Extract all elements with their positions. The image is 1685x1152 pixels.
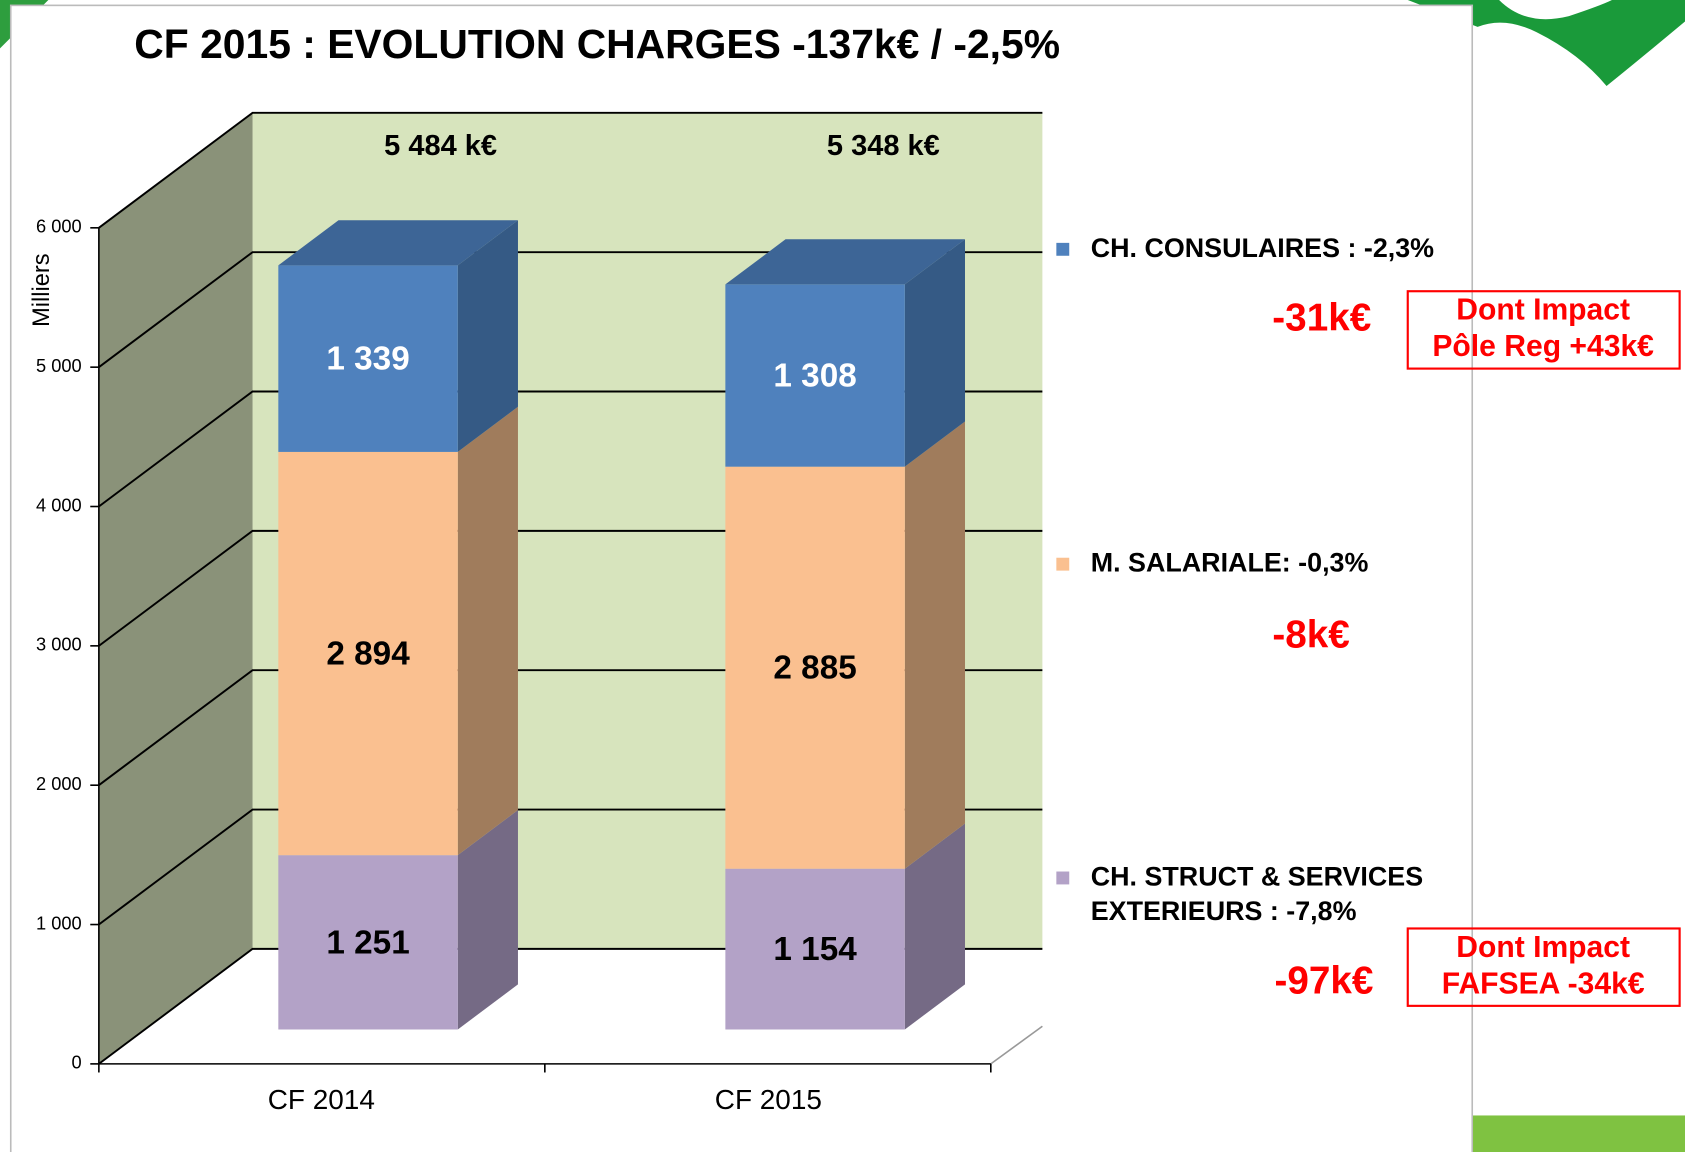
- value-label: 1 308: [773, 358, 856, 395]
- annotation: -97k€: [1274, 960, 1373, 1003]
- annotation-box-text: Dont Impact: [1456, 294, 1630, 327]
- y-tick-label: 5 000: [36, 355, 82, 376]
- value-label: 2 894: [326, 635, 410, 672]
- annotation-box-text: FAFSEA -34k€: [1442, 967, 1645, 1000]
- annotation: -8k€: [1272, 613, 1349, 656]
- legend-label: CH. STRUCT & SERVICES EXTERIEURS : -7,8%: [1090, 861, 1424, 927]
- annotation-box-text: Pôle Reg +43k€: [1432, 330, 1654, 363]
- x-tick-label: CF 2015: [715, 1084, 822, 1115]
- y-tick-label: 4 000: [36, 494, 82, 515]
- y-tick-label: 0: [72, 1052, 82, 1073]
- bar: [725, 868, 905, 1030]
- x-tick-label: CF 2014: [268, 1084, 375, 1115]
- bar-side: [457, 220, 518, 452]
- bar-side: [904, 823, 966, 1030]
- bar-side: [457, 406, 518, 856]
- legend-entry: CH. STRUCT & SERVICES EXTERIEURS : -7,8%: [1090, 861, 1424, 927]
- bar: [278, 855, 458, 1030]
- y-axis-title: Milliers: [29, 253, 55, 327]
- bar: [725, 466, 905, 869]
- legend-swatch: [1056, 242, 1070, 256]
- floor-edge: [990, 1025, 1043, 1065]
- value-label: 1 251: [326, 924, 409, 961]
- corner-decoration: [1472, 1115, 1685, 1152]
- legend-swatch: [1056, 871, 1070, 885]
- bar-side: [904, 239, 966, 467]
- legend-swatch: [1056, 557, 1070, 571]
- y-tick-label: 3 000: [36, 634, 82, 655]
- total-label: 5 484 k€: [384, 130, 497, 162]
- bar-side: [457, 810, 518, 1030]
- bar-top: [725, 239, 966, 285]
- total-label: 5 348 k€: [827, 130, 940, 162]
- value-label: 1 339: [326, 341, 409, 378]
- value-label: 1 154: [773, 931, 857, 968]
- legend-label: CH. CONSULAIRES : -2,3%: [1090, 233, 1435, 264]
- annotation: -31k€: [1272, 296, 1371, 339]
- annotation-box: [1406, 927, 1681, 1007]
- legend-entry: M. SALARIALE: -0,3%: [1090, 548, 1369, 579]
- bar: [725, 284, 905, 467]
- value-label: 2 885: [773, 650, 856, 687]
- bar: [278, 451, 458, 856]
- y-tick-label: 1 000: [36, 912, 82, 933]
- y-tick-label: 2 000: [36, 773, 82, 794]
- chart-title: CF 2015 : EVOLUTION CHARGES -137k€ / -2,…: [134, 21, 1060, 67]
- bar: [278, 265, 458, 452]
- bar-side: [904, 421, 966, 869]
- annotation-box: [1406, 290, 1681, 370]
- logo-decoration: [1407, 0, 1685, 86]
- annotation-box-text: Dont Impact: [1456, 931, 1630, 964]
- legend-label: M. SALARIALE: -0,3%: [1090, 548, 1369, 579]
- y-tick-label: 6 000: [36, 216, 82, 237]
- logo-detail: [1499, 0, 1612, 20]
- grid-line: [98, 111, 1043, 229]
- bar-top: [278, 220, 518, 266]
- legend-entry: CH. CONSULAIRES : -2,3%: [1090, 233, 1435, 264]
